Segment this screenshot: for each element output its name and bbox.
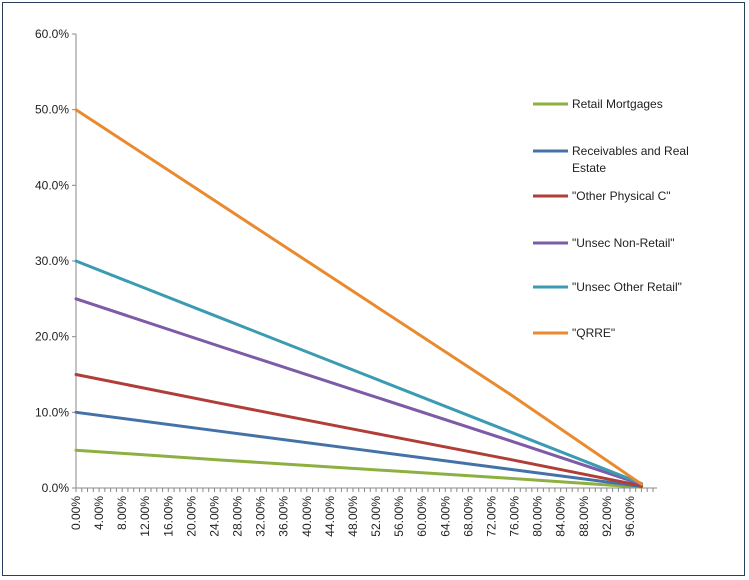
chart-axes: 0.0% 10.0% 20.0% 30.0% 40.0% 50.0% 60.0% 0.00% 4… xyxy=(35,27,657,537)
y-tick-label: 40.0% xyxy=(35,178,69,192)
x-tick-label: 4.00% xyxy=(92,496,106,530)
y-tick-label: 10.0% xyxy=(35,405,69,419)
x-tick-label: 88.00% xyxy=(577,496,591,537)
series-line xyxy=(74,108,643,486)
legend-label: "Other Physical C" xyxy=(572,189,671,203)
x-tick-label: 60.00% xyxy=(415,496,429,537)
x-tick-label: 92.00% xyxy=(600,496,614,537)
x-tick-label: 76.00% xyxy=(508,496,522,537)
x-tick-label: 12.00% xyxy=(138,496,152,537)
series-line xyxy=(74,410,643,488)
x-tick-label: 48.00% xyxy=(346,496,360,537)
x-tick-label: 80.00% xyxy=(531,496,545,537)
legend-label: "QRRE" xyxy=(572,326,615,340)
chart-lines xyxy=(74,108,643,489)
x-tick-label: 52.00% xyxy=(369,496,383,537)
x-tick-label: 44.00% xyxy=(323,496,337,537)
legend-label: Receivables and Real Estate xyxy=(572,144,689,175)
y-tick-label: 20.0% xyxy=(35,330,69,344)
series-line xyxy=(74,448,643,489)
x-tick-label: 8.00% xyxy=(115,496,129,530)
x-tick-label: 24.00% xyxy=(207,496,221,537)
x-tick-label: 16.00% xyxy=(161,496,175,537)
legend-label: "Unsec Non-Retail" xyxy=(572,236,675,250)
x-tick-label: 68.00% xyxy=(461,496,475,537)
x-tick-label: 0.00% xyxy=(69,496,83,530)
y-tick-label: 60.0% xyxy=(35,27,69,41)
series-line xyxy=(74,297,643,486)
x-tick-label: 40.00% xyxy=(300,496,314,537)
x-tick-label: 84.00% xyxy=(554,496,568,537)
legend-label: "Unsec Other Retail" xyxy=(572,280,682,294)
x-tick-label: 28.00% xyxy=(231,496,245,537)
y-tick-label: 30.0% xyxy=(35,254,69,268)
x-tick-label: 96.00% xyxy=(623,496,637,537)
legend-label: Retail Mortgages xyxy=(572,97,663,111)
y-tick-label: 50.0% xyxy=(35,103,69,117)
y-tick-label: 0.0% xyxy=(42,481,70,495)
line-chart: 0.0% 10.0% 20.0% 30.0% 40.0% 50.0% 60.0% 0.00% 4… xyxy=(35,27,689,537)
x-tick-label: 36.00% xyxy=(277,496,291,537)
series-line xyxy=(74,259,643,485)
x-tick-label: 32.00% xyxy=(254,496,268,537)
x-tick-label: 20.00% xyxy=(184,496,198,537)
x-tick-label: 56.00% xyxy=(392,496,406,537)
x-tick-label: 72.00% xyxy=(484,496,498,537)
x-tick-label: 64.00% xyxy=(438,496,452,537)
series-line xyxy=(74,373,643,488)
chart-legend: Retail Mortgages Receivables and Real Esta… xyxy=(533,97,689,340)
